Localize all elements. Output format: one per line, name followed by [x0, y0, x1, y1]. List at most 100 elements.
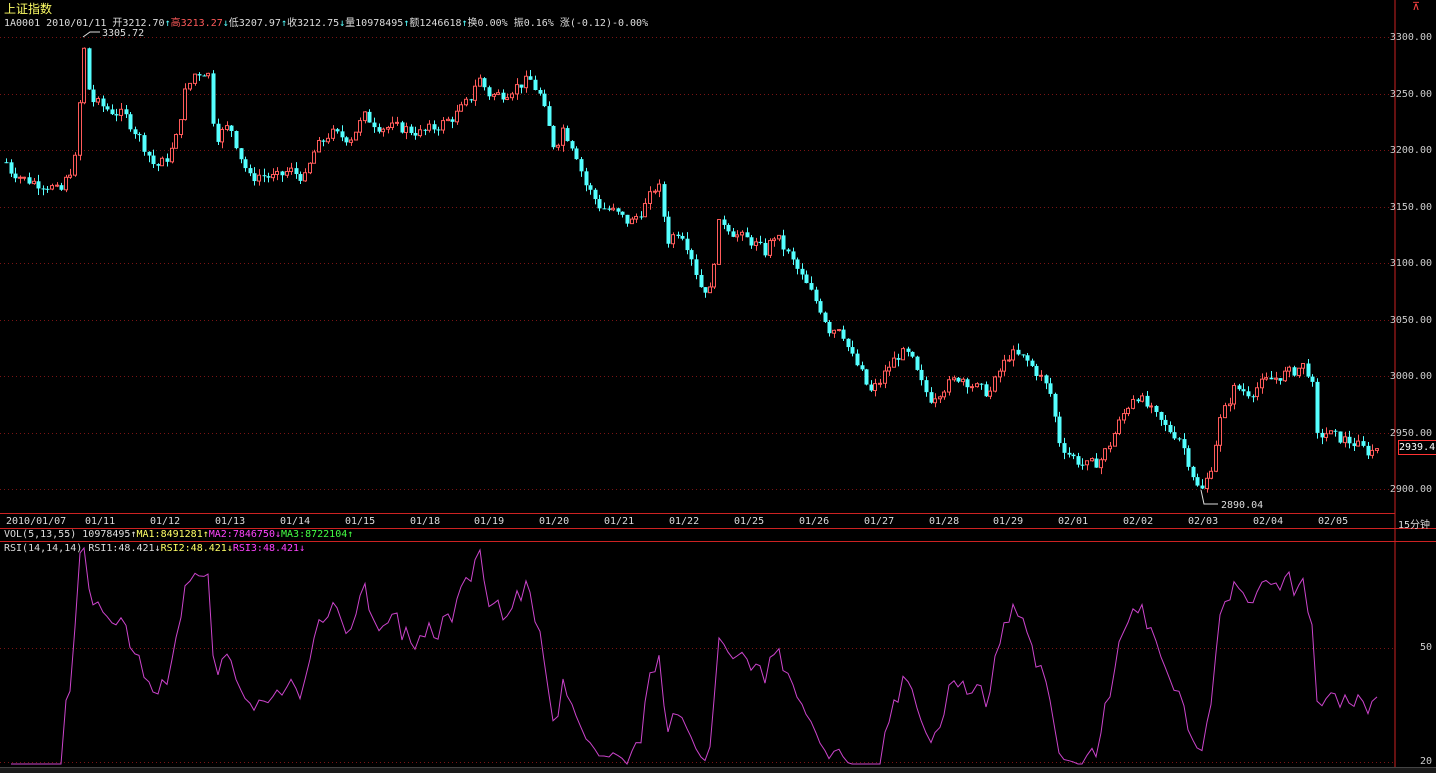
price-tick: 3050.00: [1389, 315, 1432, 326]
candle-body: [354, 131, 358, 141]
candle-body: [1306, 363, 1311, 377]
time-tick: 01/12: [150, 516, 181, 527]
candle-body: [763, 242, 768, 256]
candle-body: [818, 301, 823, 313]
candle-body: [1163, 419, 1168, 425]
candle-body: [1085, 460, 1089, 466]
scroll-up-icon[interactable]: ⊼: [1412, 0, 1421, 13]
candle-body: [91, 89, 96, 103]
candle-body: [340, 131, 345, 138]
candle-body: [1025, 355, 1030, 361]
candle-body: [1356, 440, 1360, 447]
candle-body: [482, 78, 487, 88]
candle-body: [1016, 349, 1021, 355]
candle-body: [758, 241, 763, 243]
down-arrow-icon: ↓: [274, 529, 282, 540]
min-leader-line: [1200, 489, 1218, 505]
candle-body: [726, 224, 731, 232]
candle-body: [1117, 419, 1121, 435]
candle-body: [1241, 389, 1246, 392]
candle-body: [1186, 448, 1191, 467]
candle-body: [1292, 367, 1297, 376]
candle-body: [105, 106, 110, 110]
candle-body: [386, 126, 390, 130]
candle-body: [639, 216, 644, 218]
candle-body: [257, 174, 261, 182]
candle-body: [377, 127, 382, 132]
candle-body: [671, 234, 675, 245]
candle-body: [956, 377, 961, 382]
candle-body: [1251, 396, 1256, 398]
candle-body: [1301, 362, 1305, 369]
candle-body: [271, 174, 275, 179]
vol-ma2: MA2:7846750: [208, 529, 275, 540]
candle-body: [1062, 443, 1067, 453]
time-tick: 01/29: [993, 516, 1024, 527]
candle-body: [73, 154, 77, 176]
candle-body: [289, 167, 293, 173]
candle-body: [1366, 445, 1371, 456]
candle-body: [1315, 381, 1320, 433]
candle-body: [528, 76, 533, 80]
candle-body: [174, 134, 178, 149]
up-arrow-icon: ↑: [202, 529, 209, 540]
candle-body: [625, 214, 630, 224]
candle-body: [101, 98, 106, 107]
candle-body: [942, 391, 946, 398]
candle-body: [50, 185, 54, 190]
candle-body: [211, 73, 216, 124]
bottom-tab-bar[interactable]: [0, 768, 1436, 773]
candle-body: [524, 75, 528, 89]
candle-body: [404, 126, 408, 134]
candle-body: [827, 321, 832, 334]
candle-body: [381, 128, 385, 133]
candle-body: [22, 176, 26, 179]
candle-body: [551, 125, 556, 148]
candle-body: [804, 274, 809, 284]
candle-body: [1200, 485, 1205, 489]
candle-body: [179, 119, 183, 136]
time-tick: 02/01: [1058, 516, 1089, 527]
candle-body: [124, 109, 129, 115]
candle-body: [749, 237, 754, 246]
candle-body: [1182, 439, 1187, 449]
candle-body: [225, 125, 229, 130]
high-label: 高: [170, 18, 181, 29]
candle-body: [1195, 477, 1200, 486]
candle-body: [96, 98, 100, 103]
candle-body: [308, 162, 312, 174]
time-tick: 01/28: [929, 516, 960, 527]
amount-label: 额: [409, 18, 420, 29]
turnover-value: 0.00%: [477, 18, 508, 29]
candle-body: [653, 190, 657, 193]
candle-body: [685, 238, 690, 251]
candle-body: [1361, 441, 1366, 446]
candle-body: [1338, 431, 1343, 443]
candle-body: [1343, 436, 1347, 444]
candle-body: [275, 170, 279, 176]
candle-body: [505, 97, 509, 100]
candle-body: [1140, 395, 1144, 402]
candle-body: [18, 176, 22, 179]
change-value: (-0.12)-0.00%: [569, 18, 649, 29]
candle-body: [855, 353, 860, 366]
candle-body: [312, 151, 316, 164]
rsi-line: [11, 546, 1378, 765]
candle-body: [680, 235, 685, 239]
candle-body: [1264, 377, 1268, 380]
interval-selector[interactable]: 15分钟: [1398, 520, 1431, 531]
candle-body: [620, 211, 625, 215]
candle-body: [1333, 430, 1338, 432]
candle-body: [657, 183, 661, 192]
candle-body: [409, 126, 414, 133]
down-arrow-icon: ↓: [339, 18, 346, 29]
candle-body: [630, 218, 634, 225]
candle-body: [1283, 370, 1287, 382]
candle-body: [1297, 367, 1301, 377]
candle-body: [611, 207, 615, 211]
up-arrow-icon: ↑: [347, 529, 354, 540]
open-value: 3212.70: [122, 18, 165, 29]
candle-body: [832, 329, 836, 334]
